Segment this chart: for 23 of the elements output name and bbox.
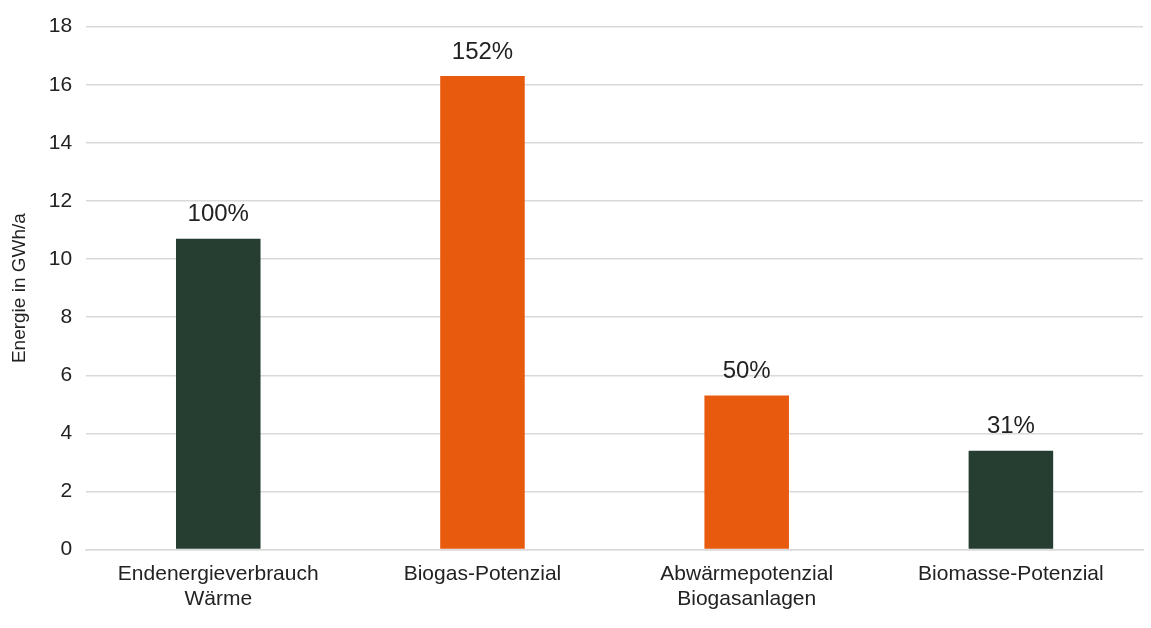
y-tick-label: 14 <box>48 129 73 153</box>
annotation: 31% <box>986 411 1035 439</box>
x-tick-label: Endenergieverbrauch Wärme <box>117 561 319 610</box>
annotation: 50% <box>722 356 771 384</box>
y-tick-label: 0 <box>60 536 73 560</box>
x-tick-label: Biomasse-Potenzial <box>918 561 1104 584</box>
annotation: 100% <box>187 199 249 227</box>
y-tick-label: 8 <box>60 303 73 327</box>
y-tick-label: 10 <box>48 245 73 269</box>
y-tick-label: 4 <box>60 420 73 444</box>
x-tick-label: Abwärmepotenzial Biogasanlagen <box>660 561 834 610</box>
y-tick-label: 16 <box>48 71 73 95</box>
bar <box>175 238 261 549</box>
y-tick-label: 6 <box>60 362 73 386</box>
y-tick-label: 2 <box>60 478 73 502</box>
bar <box>440 75 525 549</box>
annotation: 152% <box>451 36 514 64</box>
y-tick-label: 12 <box>48 187 73 211</box>
y-tick-label: 18 <box>48 13 73 37</box>
x-tick-label: Biogas-Potenzial <box>403 561 562 584</box>
bar <box>704 395 789 549</box>
y-axis-title: Energie in GWh/a <box>7 212 29 364</box>
bar <box>968 450 1054 549</box>
